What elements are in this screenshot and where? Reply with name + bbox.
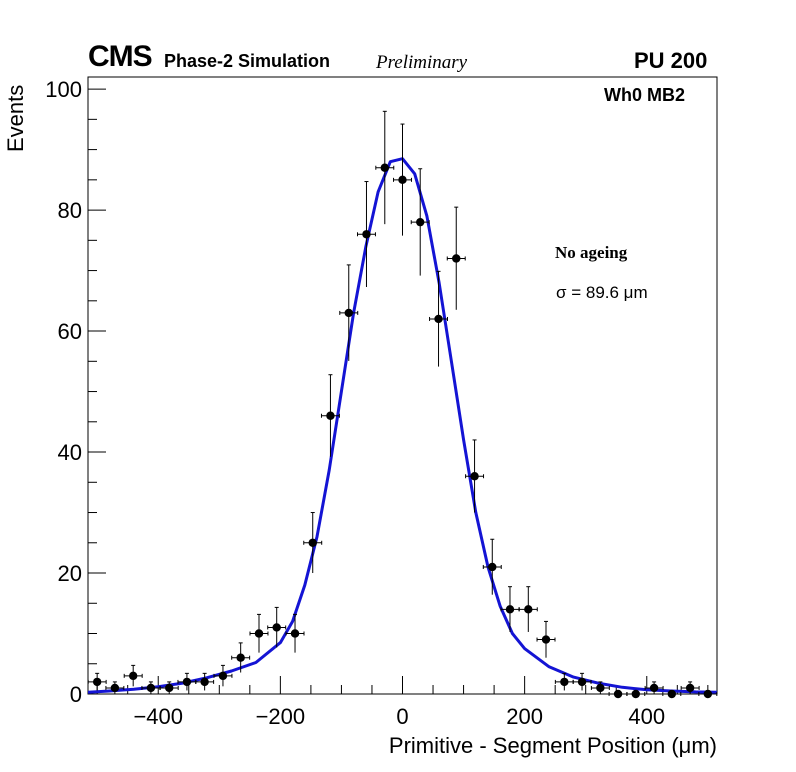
axis-tick-labels: −400 −200 0 200 400 0 20 40 60 80 100 bbox=[45, 77, 665, 729]
data-marker bbox=[254, 629, 264, 638]
pileup-label: PU 200 bbox=[634, 48, 708, 73]
data-marker bbox=[685, 683, 695, 693]
data-point bbox=[303, 512, 323, 574]
data-marker bbox=[541, 635, 551, 644]
data-marker bbox=[524, 605, 533, 614]
data-marker bbox=[560, 677, 569, 687]
data-point bbox=[356, 181, 376, 288]
x-tick-label: 200 bbox=[506, 704, 543, 729]
data-marker bbox=[649, 683, 659, 693]
data-marker bbox=[362, 230, 371, 239]
data-point bbox=[339, 264, 359, 361]
data-point bbox=[590, 681, 610, 694]
data-point bbox=[410, 168, 430, 276]
data-point bbox=[285, 613, 305, 653]
preliminary-label: Preliminary bbox=[376, 52, 468, 73]
station-label: Wh0 MB2 bbox=[604, 85, 685, 105]
data-marker bbox=[505, 605, 515, 614]
data-marker bbox=[344, 308, 353, 318]
data-marker bbox=[326, 411, 335, 420]
data-point bbox=[393, 123, 412, 236]
data-point bbox=[123, 664, 143, 687]
data-marker bbox=[290, 629, 300, 638]
y-tick-label: 100 bbox=[45, 77, 82, 102]
data-marker bbox=[92, 677, 102, 687]
data-point bbox=[213, 664, 233, 687]
data-point bbox=[500, 586, 520, 632]
data-marker bbox=[200, 677, 209, 687]
data-marker bbox=[631, 689, 640, 699]
data-marker bbox=[488, 562, 497, 572]
data-point bbox=[482, 538, 502, 595]
data-marker bbox=[434, 314, 443, 324]
cms-label: CMS bbox=[88, 40, 153, 73]
data-points-group bbox=[87, 110, 718, 699]
data-marker bbox=[128, 671, 138, 681]
data-marker bbox=[165, 683, 174, 693]
x-tick-label: −400 bbox=[133, 704, 183, 729]
y-tick-label: 0 bbox=[70, 682, 82, 707]
data-point bbox=[249, 613, 269, 653]
x-tick-label: −200 bbox=[256, 704, 306, 729]
data-marker bbox=[703, 689, 713, 699]
data-marker bbox=[380, 163, 389, 172]
data-marker bbox=[272, 623, 281, 632]
data-marker bbox=[596, 683, 605, 693]
data-point bbox=[267, 606, 287, 648]
data-point bbox=[644, 681, 664, 694]
data-marker bbox=[416, 217, 425, 227]
data-marker bbox=[236, 653, 245, 662]
y-tick-label: 40 bbox=[58, 440, 82, 465]
fit-curve-group bbox=[87, 157, 718, 694]
x-axis-label: Primitive - Segment Position (μm) bbox=[388, 733, 717, 758]
data-point bbox=[195, 672, 215, 691]
y-axis-label: Events bbox=[3, 84, 28, 152]
data-point bbox=[446, 206, 466, 310]
x-tick-label: 0 bbox=[396, 704, 408, 729]
data-point bbox=[159, 681, 179, 694]
data-marker bbox=[398, 175, 407, 185]
resolution-annotation: σ = 89.6 μm bbox=[556, 283, 648, 302]
fit-curve bbox=[87, 157, 718, 694]
data-point bbox=[572, 672, 592, 691]
data-marker bbox=[146, 683, 156, 693]
data-point bbox=[518, 586, 538, 632]
data-point bbox=[608, 689, 628, 699]
data-point bbox=[698, 689, 718, 699]
data-marker bbox=[308, 538, 317, 547]
x-tick-label: 400 bbox=[628, 704, 665, 729]
data-point bbox=[680, 681, 700, 694]
data-point bbox=[177, 672, 197, 691]
data-point bbox=[320, 374, 340, 457]
data-marker bbox=[667, 689, 677, 699]
data-point bbox=[465, 439, 485, 513]
y-tick-label: 20 bbox=[58, 561, 82, 586]
y-tick-label: 80 bbox=[58, 198, 82, 223]
data-marker bbox=[470, 472, 479, 481]
data-point bbox=[231, 642, 251, 673]
data-point bbox=[429, 270, 449, 367]
data-point bbox=[105, 681, 125, 694]
data-marker bbox=[613, 689, 623, 699]
ageing-annotation: No ageing bbox=[555, 243, 628, 262]
y-tick-label: 60 bbox=[58, 319, 82, 344]
data-point bbox=[554, 672, 574, 691]
data-point bbox=[536, 620, 556, 658]
data-point bbox=[662, 689, 682, 699]
data-marker bbox=[182, 677, 192, 687]
data-marker bbox=[110, 683, 120, 693]
data-point bbox=[375, 110, 395, 225]
data-marker bbox=[452, 254, 461, 263]
data-marker bbox=[577, 677, 587, 687]
data-marker bbox=[218, 671, 228, 681]
data-point bbox=[626, 689, 646, 699]
phase2-simulation-label: Phase-2 Simulation bbox=[164, 51, 331, 71]
data-point bbox=[141, 681, 161, 694]
axis-ticks bbox=[88, 88, 709, 695]
data-point bbox=[87, 672, 107, 691]
